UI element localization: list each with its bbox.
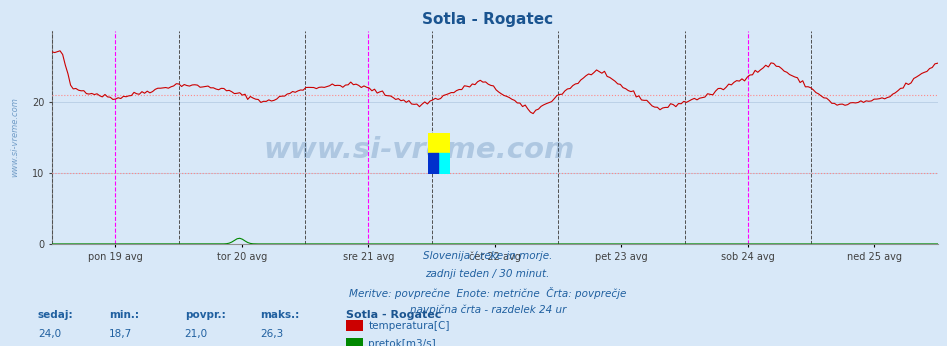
Text: sedaj:: sedaj: <box>38 310 74 320</box>
Text: www.si-vreme.com: www.si-vreme.com <box>264 136 575 164</box>
Text: maks.:: maks.: <box>260 310 299 320</box>
Text: 18,7: 18,7 <box>109 329 133 339</box>
Text: Slovenija / reke in morje.: Slovenija / reke in morje. <box>423 251 552 261</box>
Text: 26,3: 26,3 <box>260 329 284 339</box>
Text: temperatura[C]: temperatura[C] <box>368 321 450 331</box>
Text: min.:: min.: <box>109 310 139 320</box>
Text: www.si-vreme.com: www.si-vreme.com <box>10 98 19 177</box>
Text: 24,0: 24,0 <box>38 329 61 339</box>
Text: navpična črta - razdelek 24 ur: navpična črta - razdelek 24 ur <box>409 305 566 315</box>
Text: pretok[m3/s]: pretok[m3/s] <box>368 339 437 346</box>
Text: 21,0: 21,0 <box>185 329 207 339</box>
Text: Meritve: povprečne  Enote: metrične  Črta: povprečje: Meritve: povprečne Enote: metrične Črta:… <box>349 287 626 299</box>
Text: Sotla - Rogatec: Sotla - Rogatec <box>346 310 441 320</box>
Text: Sotla - Rogatec: Sotla - Rogatec <box>422 12 553 27</box>
Text: zadnji teden / 30 minut.: zadnji teden / 30 minut. <box>425 269 550 279</box>
Text: povpr.:: povpr.: <box>185 310 225 320</box>
